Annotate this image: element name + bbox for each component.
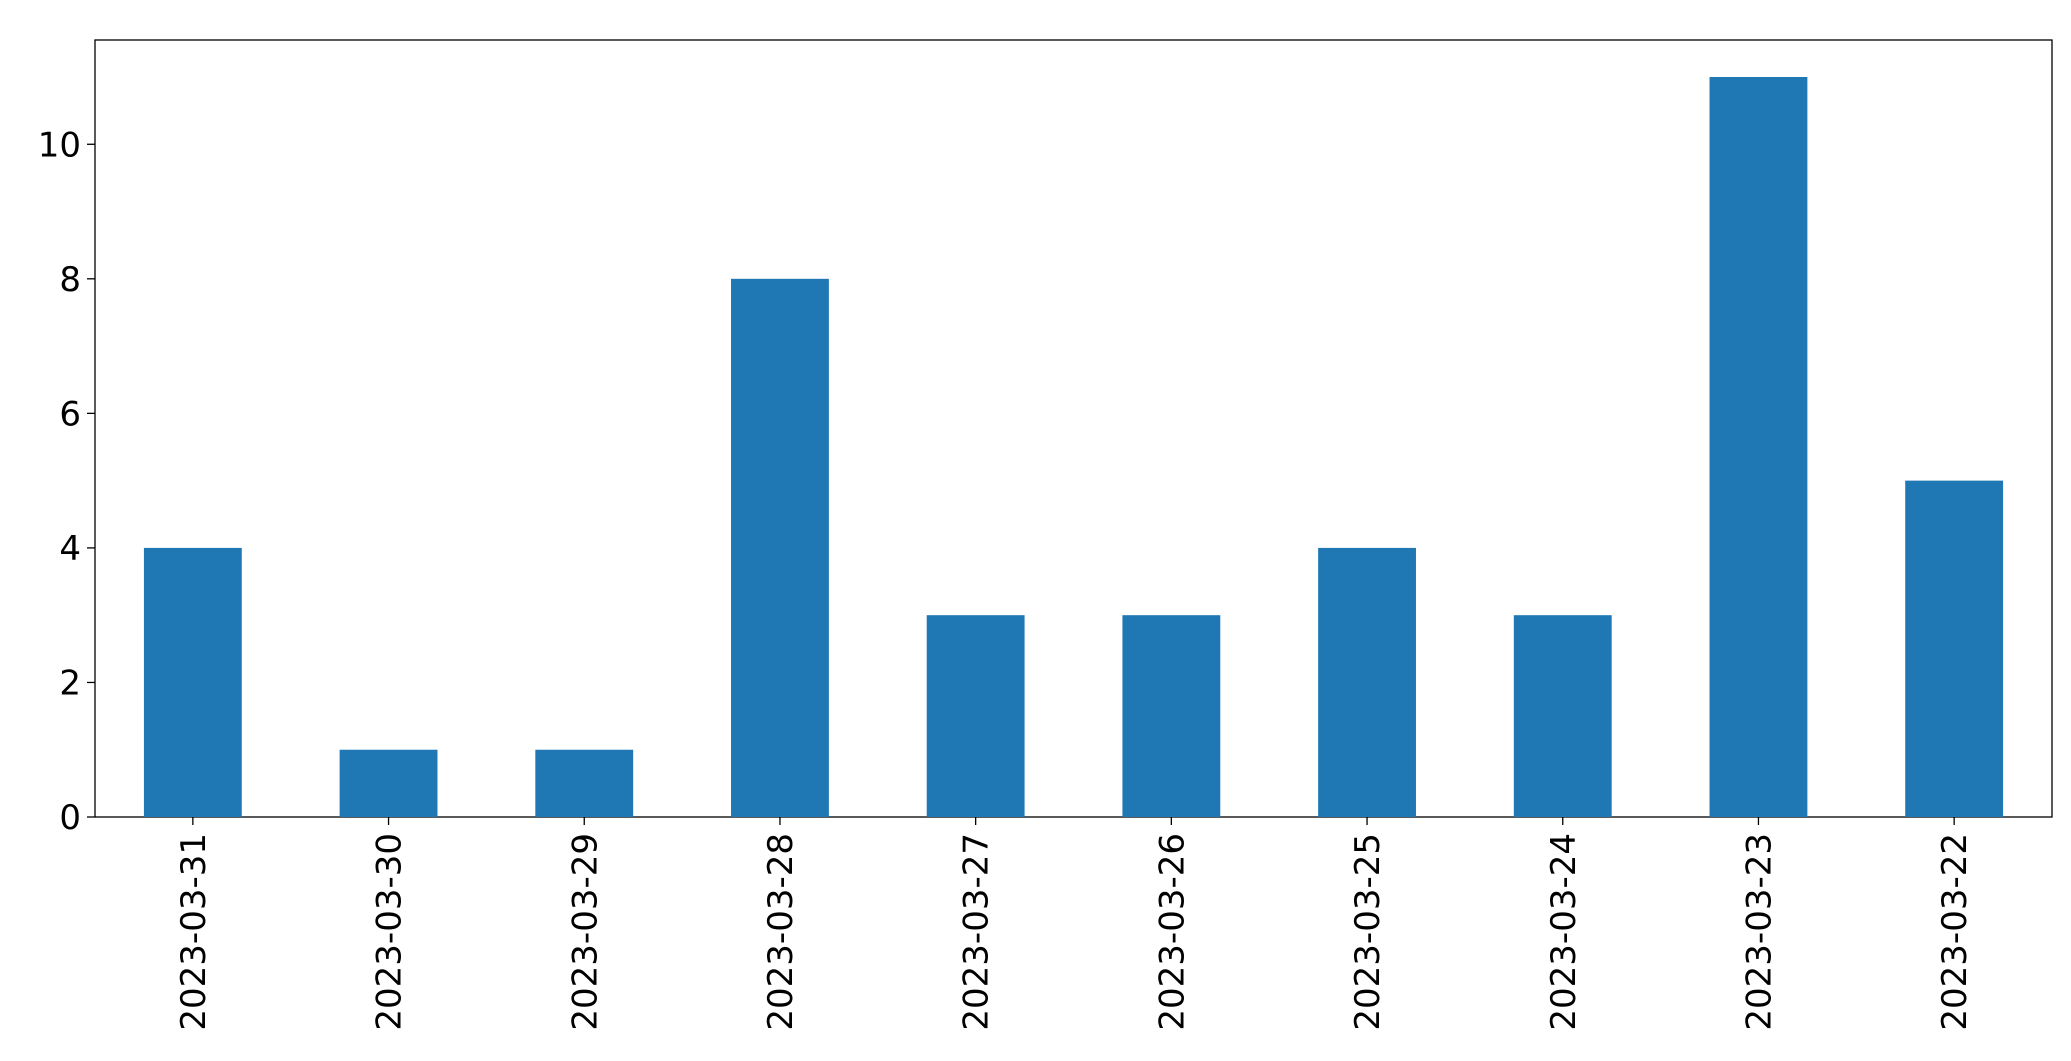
- y-tick-label: 4: [59, 529, 81, 569]
- bar: [731, 278, 829, 817]
- plot-frame: [94, 39, 2053, 818]
- x-tick-label: 2023-03-24: [1544, 833, 1584, 1031]
- x-tick-label: 2023-03-29: [565, 833, 605, 1031]
- x-tick-label: 2023-03-23: [1739, 833, 1779, 1031]
- y-tick-label: 10: [38, 125, 81, 165]
- bar: [339, 749, 438, 817]
- x-tick-label: 2023-03-25: [1348, 833, 1388, 1031]
- x-tick-label: 2023-03-31: [174, 833, 214, 1031]
- bar: [535, 749, 634, 817]
- bar: [143, 547, 242, 817]
- bar: [1122, 615, 1221, 817]
- bar: [926, 615, 1025, 817]
- y-tick-label: 8: [59, 260, 81, 300]
- y-tick-label: 0: [59, 798, 81, 838]
- x-tick-label: 2023-03-28: [761, 833, 801, 1031]
- x-tick-label: 2023-03-27: [957, 833, 997, 1031]
- y-tick-label: 6: [59, 394, 81, 434]
- bar: [1513, 615, 1612, 817]
- bar: [1709, 77, 1808, 817]
- bar: [1318, 547, 1416, 817]
- bar: [1905, 480, 2004, 817]
- x-tick-label: 2023-03-30: [370, 833, 410, 1031]
- y-tick-label: 2: [59, 663, 81, 703]
- x-tick-label: 2023-03-26: [1152, 833, 1192, 1031]
- x-tick-label: 2023-03-22: [1935, 833, 1975, 1031]
